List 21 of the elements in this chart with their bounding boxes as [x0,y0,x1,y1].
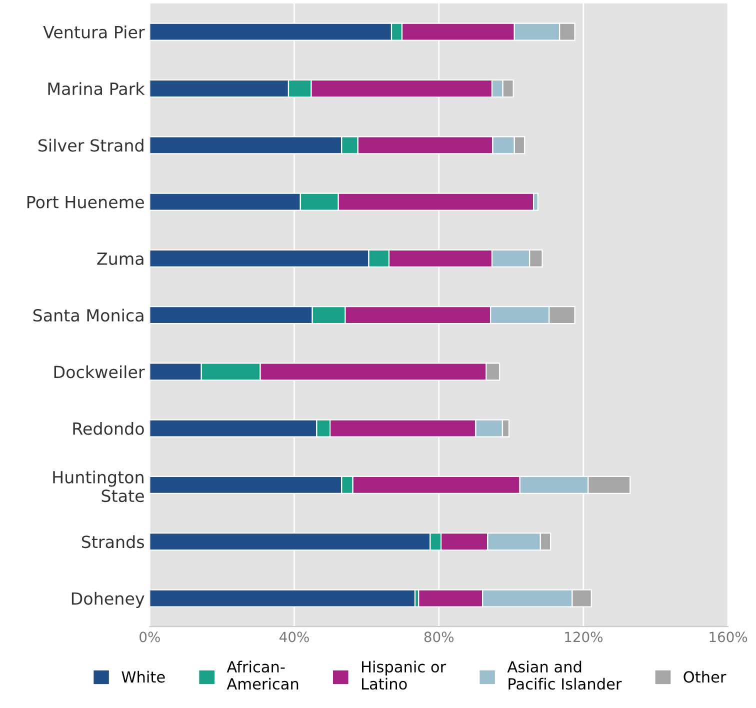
legend-label: Other [684,670,726,683]
y-tick-label: Dockweiler [54,365,145,378]
y-tick-label: Ventura Pier [43,26,145,38]
y-tick-label: Strands [82,535,144,548]
y-tick-label: Zuma [97,252,144,265]
y-tick-label: Doheney [72,592,144,608]
legend-label: Asian and Pacific Islander [507,660,622,690]
legend-label: African- American [226,660,298,690]
y-tick-label: Redondo [73,422,144,435]
y-tick-label: Marina Park [48,82,145,96]
y-tick-label: Port Hueneme [27,196,144,208]
y-tick-label: Santa Monica [33,308,144,322]
legend-label: White [122,670,165,683]
x-tick-label: 120% [565,632,603,642]
x-tick-label: 80% [424,632,454,642]
x-tick-label: 160% [710,632,748,642]
legend-label: Hispanic or Latino [362,660,446,690]
x-tick-label: 0% [140,632,160,642]
y-tick-label: Huntington State [53,470,144,502]
y-tick-label: Silver Strand [38,138,144,152]
x-tick-label: 40% [280,632,309,642]
